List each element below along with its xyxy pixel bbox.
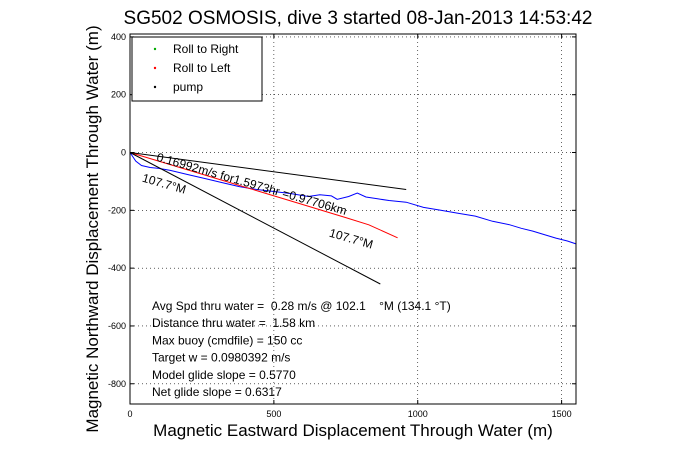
y-axis-label: Magnetic Northward Displacement Through … <box>83 25 102 432</box>
annotation-label: 107.7°M <box>141 171 188 197</box>
grid <box>130 34 576 404</box>
stats-box: Avg Spd thru water = 0.28 m/s @ 102.1 °M… <box>152 299 451 399</box>
y-tick-label: -800 <box>108 379 126 389</box>
stats-line: Model glide slope = 0.5770 <box>152 368 296 382</box>
legend-box <box>131 36 263 102</box>
stats-line: Net glide slope = 0.6317 <box>152 385 282 399</box>
x-axis-label: Magnetic Eastward Displacement Through W… <box>153 421 553 440</box>
x-tick-label: 0 <box>127 409 132 419</box>
annotations: 0.16992m/s for1.5973hr =0.97706km107.7°M… <box>141 150 375 252</box>
series-line <box>129 152 407 190</box>
stats-line: Avg Spd thru water = 0.28 m/s @ 102.1 °M… <box>152 299 451 313</box>
plot-lines <box>129 152 577 285</box>
legend-label: Roll to Left <box>173 61 231 75</box>
x-tick-label: 500 <box>266 409 281 419</box>
stats-line: Max buoy (cmdfile) = 150 cc <box>152 333 302 347</box>
series-line <box>129 152 577 245</box>
chart-title: SG502 OSMOSIS, dive 3 started 08-Jan-201… <box>124 8 593 29</box>
plot-frame <box>129 33 577 405</box>
legend-label: Roll to Right <box>173 42 239 56</box>
axis-ticks: 0 500 1000 1500 400 200 0 -200 -400 -600 -800 <box>108 32 576 419</box>
y-tick-label: 400 <box>111 32 126 42</box>
y-tick-label: -200 <box>108 205 126 215</box>
x-tick-label: 1000 <box>408 409 428 419</box>
y-tick-label: -600 <box>108 321 126 331</box>
stats-line: Target w = 0.0980392 m/s <box>152 351 290 365</box>
x-tick-label: 1500 <box>552 409 572 419</box>
legend-marker <box>153 47 157 51</box>
series-line <box>129 152 381 285</box>
legend-label: pump <box>173 80 203 94</box>
legend: Roll to Right Roll to Left pump <box>131 36 263 102</box>
legend-marker <box>153 66 157 70</box>
legend-marker <box>153 85 157 89</box>
y-tick-label: 200 <box>111 90 126 100</box>
y-tick-label: -400 <box>108 263 126 273</box>
annotation-label: 107.7°M <box>328 226 375 252</box>
y-tick-label: 0 <box>121 148 126 158</box>
series-line <box>129 152 398 239</box>
stats-line: Distance thru water = 1.58 km <box>152 316 315 330</box>
